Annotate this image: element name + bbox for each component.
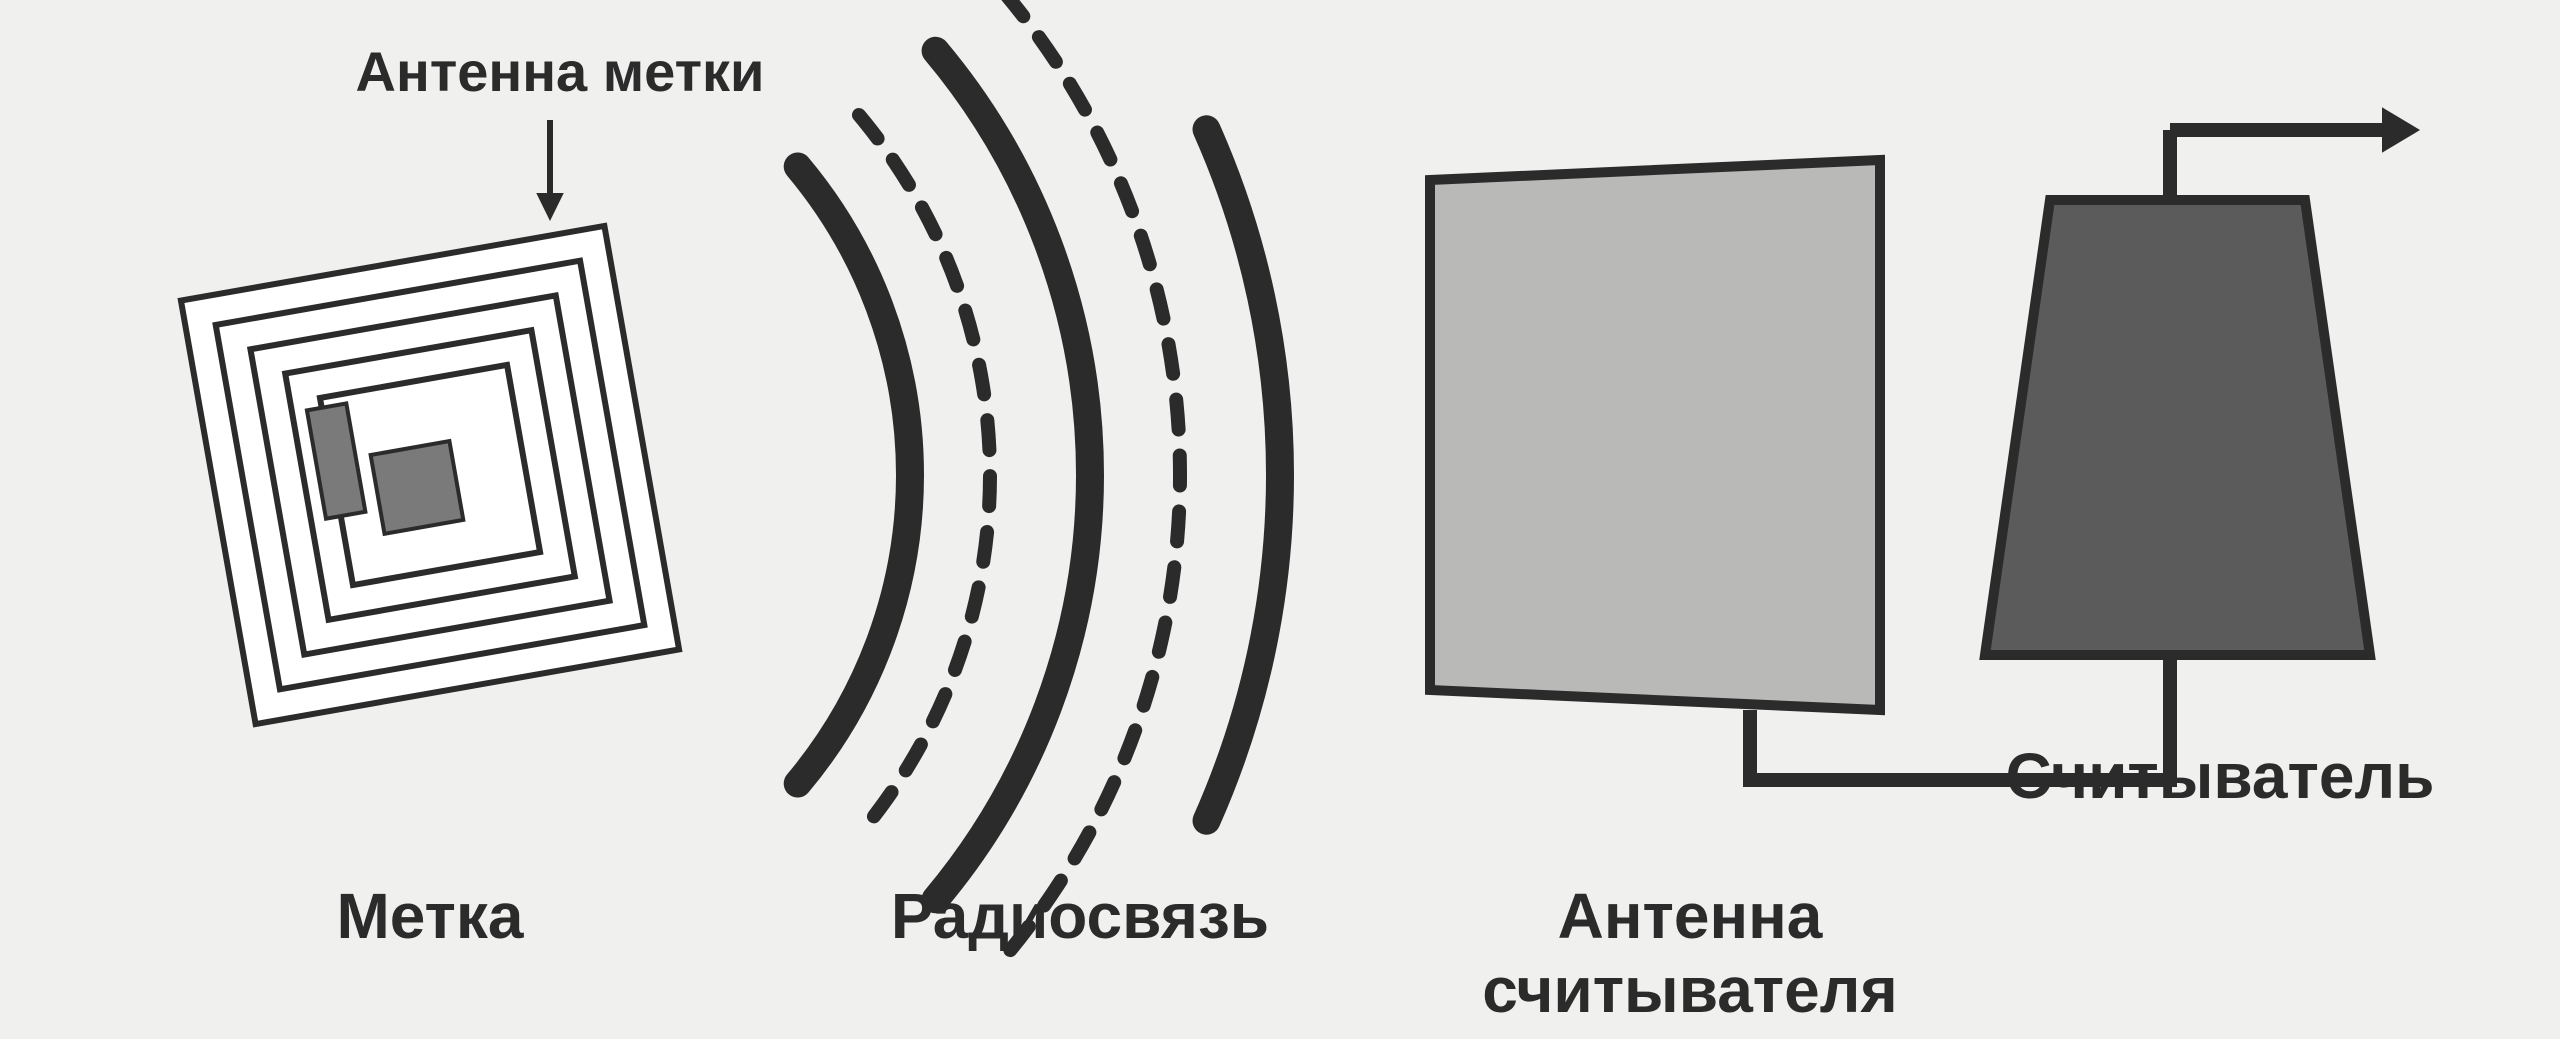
tag-antenna-pointer-arrow	[536, 120, 564, 221]
reader-output-arrow	[2170, 107, 2420, 153]
reader-antenna	[1430, 160, 1880, 710]
tag-antenna-top-label: Антенна метки	[260, 40, 860, 104]
rfid-tag	[181, 226, 679, 724]
tag-label: Метка	[230, 880, 630, 954]
reader-antenna-label: Антенна считывателя	[1430, 880, 1950, 1027]
reader-label: Считыватель	[1960, 740, 2480, 814]
radio-link-label: Радиосвязь	[820, 880, 1340, 954]
radio-waves	[798, 0, 1280, 957]
reader-device	[1985, 200, 2370, 655]
